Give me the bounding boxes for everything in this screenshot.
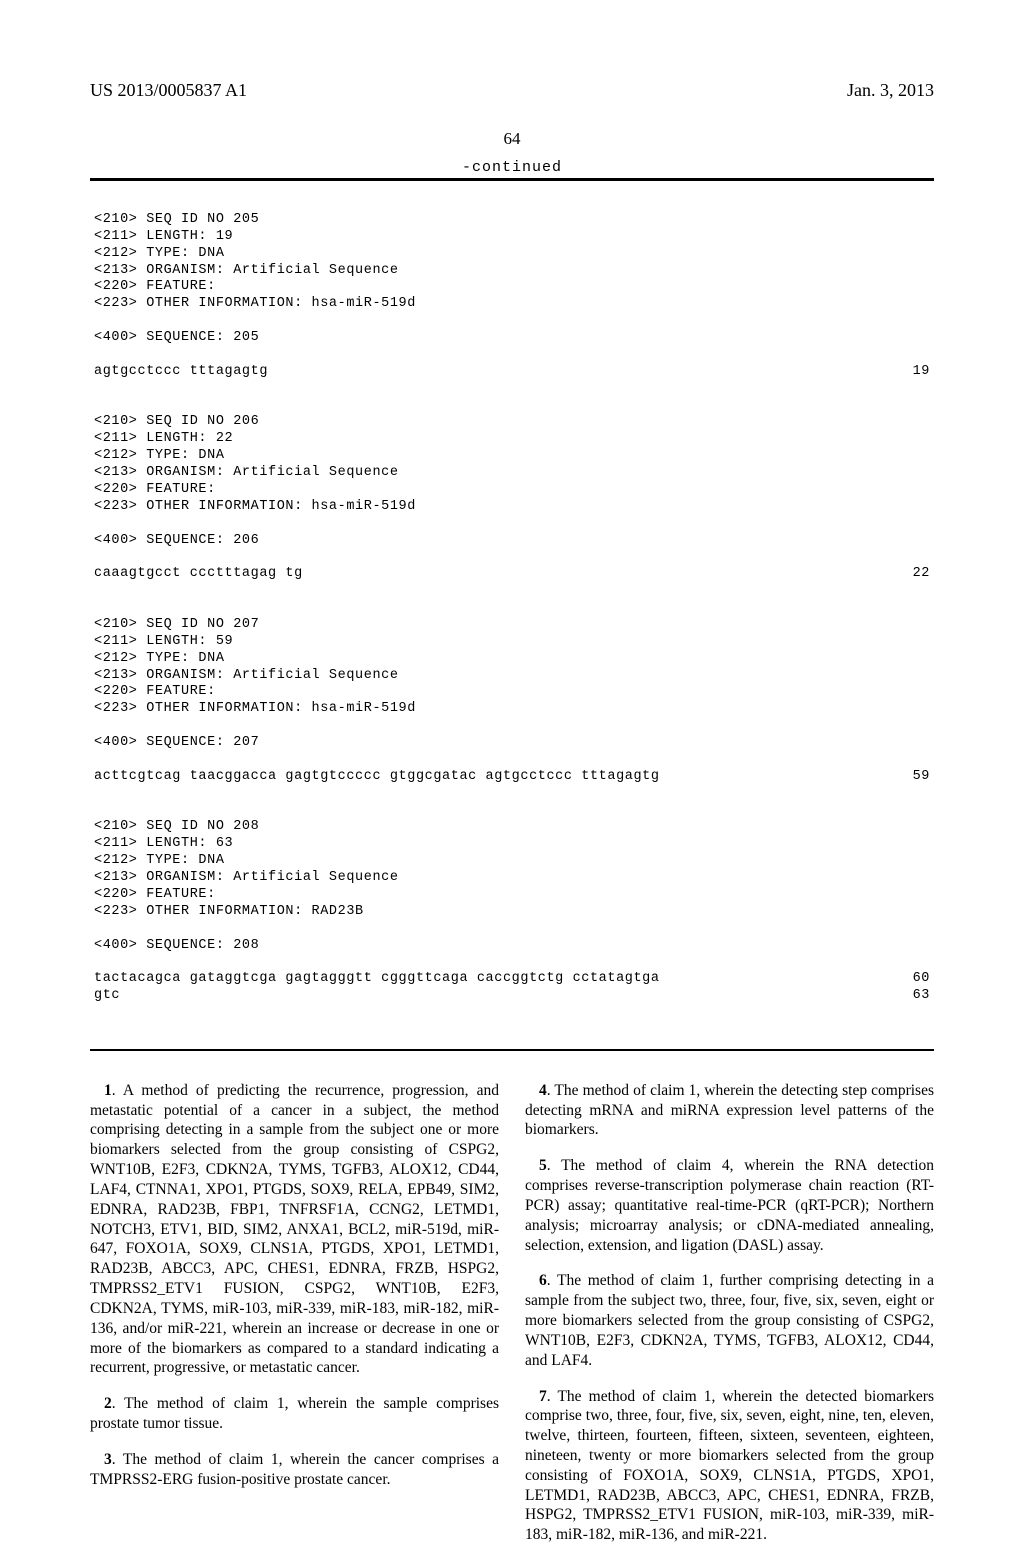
claim: 1. A method of predicting the recurrence… — [90, 1081, 499, 1378]
sequence-text: acttcgtcag taacggacca gagtgtccccc gtggcg… — [94, 769, 660, 786]
sequence-text: gtc — [94, 988, 120, 1005]
claims-right-column: 4. The method of claim 1, wherein the de… — [525, 1081, 934, 1561]
rule-bottom — [90, 1049, 934, 1051]
claims-columns: 1. A method of predicting the recurrence… — [90, 1081, 934, 1561]
claim-text: . The method of claim 1, wherein the can… — [90, 1451, 499, 1488]
claim-number: 5 — [539, 1157, 547, 1174]
sequence-listing: <210> SEQ ID NO 205 <211> LENGTH: 19 <21… — [90, 181, 934, 1049]
claim-number: 4 — [539, 1082, 547, 1099]
sequence-position: 63 — [913, 988, 930, 1005]
claim-number: 6 — [539, 1272, 547, 1289]
sequence-text: caaagtgcct ccctttagag tg — [94, 566, 303, 583]
sequence-text: tactacagca gataggtcga gagtagggtt cgggttc… — [94, 971, 660, 988]
page-number: 64 — [90, 129, 934, 149]
sequence-row: caaagtgcct ccctttagag tg 22 — [94, 566, 930, 583]
claim: 5. The method of claim 4, wherein the RN… — [525, 1156, 934, 1255]
publication-date: Jan. 3, 2013 — [847, 80, 934, 101]
claim: 6. The method of claim 1, further compri… — [525, 1271, 934, 1370]
claim-text: . The method of claim 1, wherein the det… — [525, 1388, 934, 1544]
sequence-row: tactacagca gataggtcga gagtagggtt cgggttc… — [94, 971, 930, 988]
claim-text: . The method of claim 4, wherein the RNA… — [525, 1157, 934, 1253]
page-header: US 2013/0005837 A1 Jan. 3, 2013 — [90, 0, 934, 101]
claim-text: . The method of claim 1, wherein the sam… — [90, 1395, 499, 1432]
claim-number: 7 — [539, 1388, 547, 1405]
sequence-row: acttcgtcag taacggacca gagtgtccccc gtggcg… — [94, 769, 930, 786]
claim-text: . The method of claim 1, wherein the det… — [525, 1082, 934, 1139]
claim-text: . A method of predicting the recurrence,… — [90, 1082, 499, 1377]
publication-number: US 2013/0005837 A1 — [90, 80, 247, 101]
claim: 7. The method of claim 1, wherein the de… — [525, 1387, 934, 1546]
claim-number: 1 — [104, 1082, 112, 1099]
claim-number: 2 — [104, 1395, 112, 1412]
sequence-position: 60 — [913, 971, 930, 988]
sequence-position: 19 — [913, 364, 930, 381]
sequence-position: 22 — [913, 566, 930, 583]
sequence-position: 59 — [913, 769, 930, 786]
claim: 3. The method of claim 1, wherein the ca… — [90, 1450, 499, 1490]
continued-label: -continued — [90, 159, 934, 176]
claims-left-column: 1. A method of predicting the recurrence… — [90, 1081, 499, 1561]
claim-text: . The method of claim 1, further compris… — [525, 1272, 934, 1368]
sequence-row: agtgcctccc tttagagtg 19 — [94, 364, 930, 381]
claim: 4. The method of claim 1, wherein the de… — [525, 1081, 934, 1140]
claim-number: 3 — [104, 1451, 112, 1468]
claim: 2. The method of claim 1, wherein the sa… — [90, 1394, 499, 1434]
sequence-row: gtc 63 — [94, 988, 930, 1005]
sequence-text: agtgcctccc tttagagtg — [94, 364, 268, 381]
